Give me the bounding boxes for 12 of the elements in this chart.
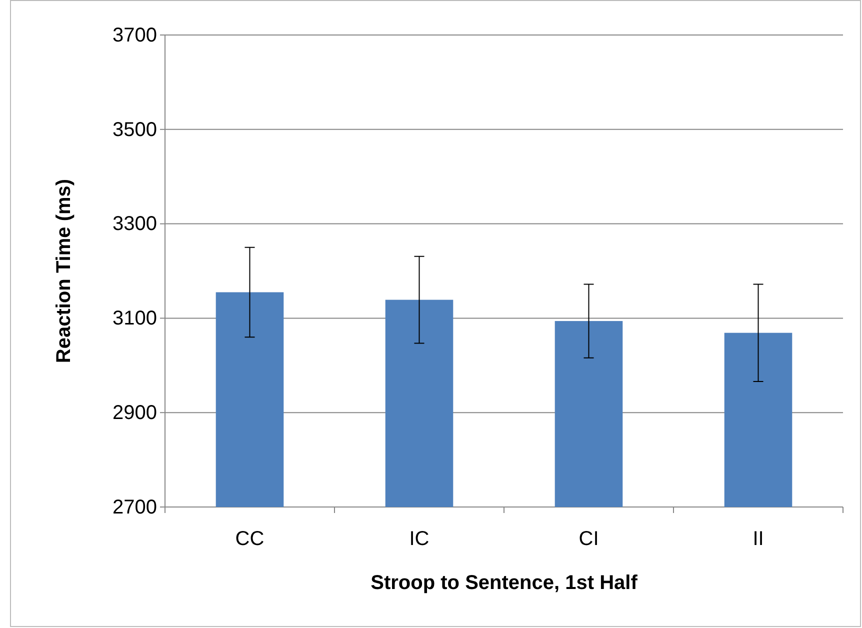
y-axis-title: Reaction Time (ms) <box>53 178 75 364</box>
y-tick-label: 3700 <box>112 24 157 46</box>
y-tick-label: 2700 <box>112 496 157 518</box>
x-tick-label: IC <box>409 528 430 550</box>
y-tick-label: 3500 <box>112 118 157 141</box>
x-tick-label: CI <box>578 528 599 550</box>
x-tick-label: CC <box>235 528 264 550</box>
y-tick-label: 2900 <box>112 402 157 424</box>
x-axis-title: Stroop to Sentence, 1st Half <box>370 572 638 594</box>
x-tick-label: II <box>752 528 764 550</box>
y-tick-label: 3100 <box>112 308 157 330</box>
y-tick-label: 3300 <box>112 213 157 236</box>
